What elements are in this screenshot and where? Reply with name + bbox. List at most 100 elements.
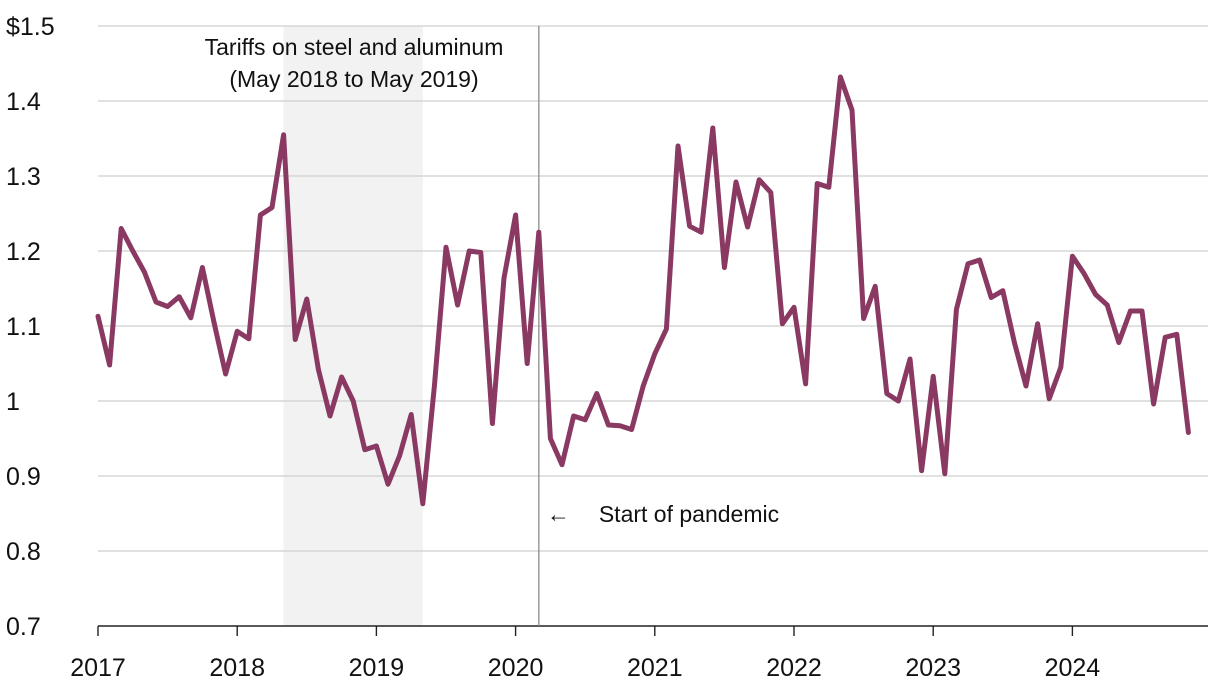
data-point bbox=[1162, 335, 1168, 340]
x-tick-label: 2018 bbox=[209, 654, 265, 682]
data-point bbox=[1023, 383, 1029, 389]
data-point bbox=[977, 257, 982, 263]
y-tick-label: 0.9 bbox=[6, 463, 41, 491]
data-point bbox=[455, 302, 460, 308]
data-point bbox=[536, 230, 541, 235]
y-tick-label: 1.1 bbox=[6, 313, 41, 341]
data-point bbox=[466, 248, 472, 254]
data-point bbox=[1035, 321, 1040, 326]
data-point bbox=[258, 212, 263, 218]
data-point bbox=[420, 501, 425, 506]
data-point bbox=[374, 443, 379, 449]
data-point bbox=[246, 336, 251, 341]
data-point bbox=[165, 304, 170, 309]
data-point bbox=[501, 275, 507, 281]
data-point bbox=[768, 190, 773, 195]
data-point bbox=[188, 315, 193, 320]
data-point bbox=[907, 356, 913, 362]
data-point bbox=[269, 205, 275, 210]
data-point bbox=[1070, 254, 1075, 259]
data-point bbox=[571, 413, 576, 419]
data-point bbox=[95, 314, 101, 319]
data-point bbox=[130, 248, 135, 254]
data-point bbox=[234, 329, 240, 334]
series-group bbox=[95, 74, 1191, 507]
data-point bbox=[524, 361, 530, 366]
data-point bbox=[814, 181, 820, 186]
y-tick-label: 1 bbox=[6, 388, 20, 416]
data-point bbox=[930, 374, 936, 379]
data-point bbox=[594, 391, 599, 396]
x-tick-label: 2019 bbox=[349, 654, 405, 682]
data-point bbox=[640, 383, 646, 389]
y-tick-label: 0.7 bbox=[6, 613, 41, 641]
pandemic-annotation-label: Start of pandemic bbox=[599, 501, 779, 527]
data-point bbox=[745, 224, 750, 230]
x-tick-label: 2023 bbox=[905, 654, 961, 682]
data-point bbox=[1046, 396, 1052, 401]
data-point bbox=[1058, 365, 1063, 370]
data-point bbox=[1186, 430, 1191, 435]
y-tick-label: 1.3 bbox=[6, 163, 41, 191]
data-point bbox=[965, 261, 971, 266]
data-point bbox=[675, 143, 681, 149]
data-point bbox=[362, 447, 367, 452]
series-line bbox=[95, 74, 1191, 507]
pandemic-annotation: ← Start of pandemic bbox=[547, 501, 779, 527]
x-tick-label: 2021 bbox=[627, 654, 683, 682]
data-point bbox=[490, 421, 495, 426]
data-point bbox=[826, 185, 831, 190]
data-point bbox=[316, 367, 321, 372]
data-point bbox=[849, 107, 855, 113]
x-tick-label: 2022 bbox=[766, 654, 822, 682]
data-point bbox=[408, 412, 414, 417]
data-point bbox=[954, 307, 959, 312]
data-point bbox=[1128, 308, 1133, 314]
data-point bbox=[304, 296, 309, 302]
data-point bbox=[896, 398, 901, 404]
x-axis-ticks: 2017 2018 2019 2020 2021 2022 2023 2024 bbox=[70, 626, 1100, 682]
data-point bbox=[988, 295, 994, 300]
data-point bbox=[1139, 308, 1145, 314]
data-point bbox=[292, 337, 298, 342]
data-point bbox=[919, 468, 924, 473]
data-point bbox=[478, 250, 483, 255]
y-tick-label: $1.5 bbox=[6, 13, 55, 41]
data-point bbox=[1151, 401, 1156, 407]
data-point bbox=[698, 230, 704, 235]
data-point bbox=[756, 177, 762, 182]
x-tick-label: 2020 bbox=[488, 654, 544, 682]
data-point bbox=[1012, 340, 1017, 345]
x-tick-label: 2024 bbox=[1045, 654, 1101, 682]
data-point bbox=[176, 294, 182, 299]
tariff-annotation-line-2: (May 2018 to May 2019) bbox=[229, 66, 478, 92]
data-point bbox=[385, 482, 391, 487]
data-point bbox=[803, 381, 808, 386]
data-point bbox=[780, 321, 785, 326]
tariff-annotation-line-1: Tariffs on steel and aluminum bbox=[205, 34, 504, 60]
data-point bbox=[211, 320, 217, 325]
y-axis-tick-labels: $1.5 1.4 1.3 1.2 1.1 1 0.9 0.8 0.7 bbox=[6, 13, 55, 641]
data-point bbox=[1116, 340, 1121, 345]
data-point bbox=[327, 413, 333, 419]
data-point bbox=[629, 427, 634, 432]
data-point bbox=[432, 383, 437, 389]
data-point bbox=[513, 212, 518, 218]
data-point bbox=[582, 417, 588, 422]
y-tick-label: 0.8 bbox=[6, 538, 41, 566]
x-tick-label: 2017 bbox=[70, 654, 126, 682]
data-point bbox=[942, 471, 947, 476]
data-point bbox=[443, 245, 449, 250]
data-point bbox=[200, 265, 205, 270]
data-point bbox=[142, 269, 147, 275]
data-point bbox=[791, 305, 797, 310]
data-point bbox=[339, 374, 344, 380]
data-point bbox=[1104, 302, 1110, 308]
data-point bbox=[838, 74, 843, 80]
data-point bbox=[872, 284, 878, 289]
data-point bbox=[722, 265, 727, 270]
left-arrow-icon: ← bbox=[547, 501, 570, 527]
data-point bbox=[861, 316, 866, 321]
data-point bbox=[107, 362, 112, 368]
